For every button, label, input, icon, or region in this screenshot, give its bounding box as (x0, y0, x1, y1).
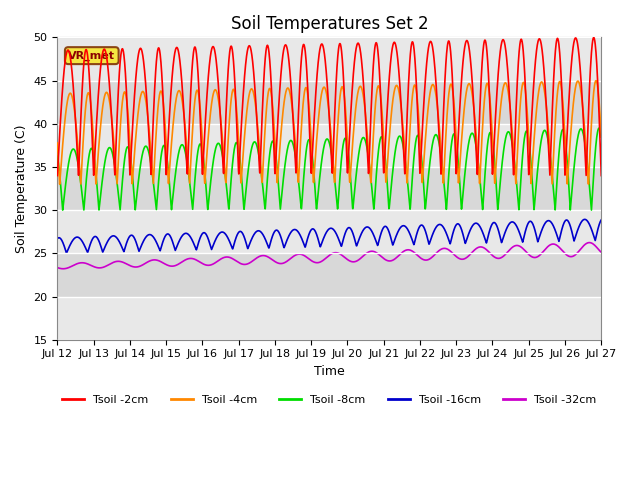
Tsoil -32cm (586, 240, 593, 245)
Tsoil -2cm (487, 136, 495, 142)
Tsoil -16cm (564, 219, 572, 225)
Tsoil -16cm (550, 223, 557, 229)
Tsoil -32cm (597, 250, 605, 255)
Tsoil -8cm (59, 207, 67, 213)
Tsoil -2cm (597, 173, 605, 179)
Tsoil -16cm (597, 217, 605, 223)
Tsoil -8cm (205, 192, 213, 198)
Tsoil -4cm (357, 84, 365, 90)
Legend: Tsoil -2cm, Tsoil -4cm, Tsoil -8cm, Tsoil -16cm, Tsoil -32cm: Tsoil -2cm, Tsoil -4cm, Tsoil -8cm, Tsoi… (58, 391, 601, 410)
Tsoil -32cm (60, 266, 67, 272)
Tsoil -16cm (54, 236, 61, 241)
Tsoil -8cm (357, 139, 365, 145)
Tsoil -16cm (488, 223, 495, 228)
Tsoil -8cm (345, 158, 353, 164)
Tsoil -4cm (550, 155, 557, 161)
Tsoil -4cm (54, 140, 61, 146)
Tsoil -32cm (345, 258, 353, 264)
Line: Tsoil -8cm: Tsoil -8cm (58, 128, 601, 210)
Bar (58, 37, 601, 81)
Tsoil -8cm (54, 154, 61, 159)
Tsoil -4cm (488, 117, 495, 123)
Tsoil -2cm (590, 35, 598, 40)
Tsoil -16cm (63, 250, 70, 256)
Tsoil -32cm (488, 252, 495, 257)
Title: Soil Temperatures Set 2: Soil Temperatures Set 2 (230, 15, 428, 33)
Tsoil -8cm (595, 125, 603, 131)
Tsoil -8cm (597, 134, 605, 140)
Tsoil -2cm (54, 173, 61, 179)
Bar (58, 210, 601, 253)
Tsoil -2cm (205, 65, 213, 71)
Tsoil -2cm (357, 50, 365, 56)
Bar (58, 297, 601, 340)
Bar (58, 167, 601, 210)
Tsoil -32cm (550, 241, 557, 247)
Tsoil -32cm (564, 253, 572, 259)
Tsoil -2cm (564, 109, 572, 115)
Tsoil -2cm (345, 145, 353, 151)
Tsoil -8cm (550, 186, 557, 192)
Tsoil -16cm (345, 225, 353, 230)
Line: Tsoil -4cm: Tsoil -4cm (58, 81, 601, 184)
Tsoil -4cm (597, 134, 605, 140)
Tsoil -16cm (205, 239, 213, 245)
Text: VR_met: VR_met (68, 50, 115, 61)
Tsoil -32cm (205, 263, 213, 268)
Tsoil -4cm (564, 162, 572, 168)
Tsoil -32cm (357, 255, 365, 261)
Bar (58, 81, 601, 124)
Tsoil -8cm (488, 132, 495, 138)
Tsoil -32cm (54, 265, 61, 271)
Tsoil -4cm (345, 169, 353, 175)
Tsoil -4cm (56, 181, 63, 187)
Tsoil -16cm (581, 216, 589, 222)
Tsoil -4cm (592, 78, 600, 84)
Tsoil -4cm (205, 122, 213, 128)
Bar (58, 124, 601, 167)
X-axis label: Time: Time (314, 365, 345, 378)
Bar (58, 253, 601, 297)
Tsoil -16cm (357, 232, 365, 238)
Tsoil -2cm (549, 87, 557, 93)
Tsoil -8cm (564, 178, 572, 184)
Y-axis label: Soil Temperature (C): Soil Temperature (C) (15, 124, 28, 253)
Line: Tsoil -2cm: Tsoil -2cm (58, 37, 601, 176)
Line: Tsoil -32cm: Tsoil -32cm (58, 242, 601, 269)
Line: Tsoil -16cm: Tsoil -16cm (58, 219, 601, 253)
